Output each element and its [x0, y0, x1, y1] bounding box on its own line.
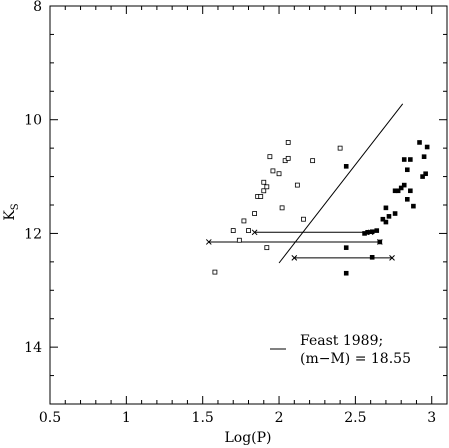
x-tick-label: 2	[275, 410, 284, 426]
filled-square-point	[383, 219, 389, 225]
filled-square-point	[401, 157, 407, 162]
y-axis-label-main: K	[2, 210, 18, 221]
filled-square-point	[386, 214, 392, 219]
filled-square-point	[365, 229, 370, 235]
legend-text-line1: Feast 1989;	[300, 333, 383, 349]
open-square-point	[276, 171, 282, 177]
filled-square-point	[401, 182, 407, 188]
x-tick-label: 2.5	[344, 410, 366, 426]
open-square-point	[294, 182, 300, 188]
filled-square-point	[421, 154, 427, 159]
open-square-point	[279, 205, 285, 211]
open-square-point	[236, 237, 242, 243]
axis-ticks	[49, 5, 448, 405]
open-square-point	[246, 228, 251, 233]
plot-frame	[49, 5, 448, 405]
filled-square-point	[369, 255, 375, 260]
open-square-point	[212, 269, 218, 275]
filled-square-point	[408, 157, 413, 162]
filled-square-point	[343, 245, 349, 250]
filled-square-point	[408, 188, 413, 194]
filled-square-point	[343, 164, 349, 169]
filled-square-point	[392, 211, 398, 216]
y-tick-label: 8	[33, 0, 42, 15]
open-square-point	[285, 155, 291, 161]
filled-square-point	[404, 167, 410, 173]
open-square-point	[264, 184, 270, 190]
data-points	[212, 140, 430, 276]
y-axis-label: KS	[2, 203, 21, 220]
filled-square-point	[398, 185, 404, 191]
x-tick-label: 3	[427, 410, 436, 426]
filled-square-point	[377, 239, 383, 245]
open-square-point	[301, 216, 306, 222]
y-tick-label: 10	[24, 113, 42, 129]
open-square-point	[241, 218, 247, 224]
open-square-point	[230, 228, 236, 233]
filled-square-point	[383, 205, 389, 211]
filled-square-point	[380, 216, 386, 222]
x-tick-label: 1.5	[192, 410, 214, 426]
open-square-point	[252, 211, 258, 216]
filled-square-point	[424, 144, 430, 150]
filled-square-point	[395, 188, 401, 194]
open-square-point	[264, 245, 270, 251]
filled-square-point	[404, 197, 410, 202]
x-tick-label: 0.5	[39, 410, 61, 426]
error-bar-cap	[291, 255, 298, 261]
y-axis-label-subscript: S	[10, 203, 21, 210]
legend-text-line2: (m−M) = 18.55	[300, 351, 411, 367]
error-bar-cap	[251, 229, 258, 236]
x-tick-label: 1	[122, 410, 131, 426]
x-axis-label: Log(P)	[224, 430, 271, 446]
open-square-point	[270, 168, 276, 174]
feast-relation-line	[278, 103, 404, 264]
y-tick-label: 14	[24, 340, 42, 356]
filled-square-point	[374, 228, 380, 233]
relation-line	[278, 103, 404, 264]
filled-square-point	[420, 174, 425, 179]
y-tick-labels: 8 10 12 14	[24, 0, 42, 356]
open-square-point	[310, 158, 316, 164]
filled-square-point	[411, 203, 416, 209]
filled-square-point	[417, 140, 422, 145]
open-square-point	[261, 188, 267, 194]
error-bar-cap	[205, 239, 212, 245]
open-square-point	[267, 154, 273, 160]
filled-square-point	[423, 171, 428, 177]
x-tick-labels: 0.5 1 1.5 2 2.5 3	[39, 410, 436, 426]
open-square-point	[258, 194, 264, 199]
filled-square-point	[369, 229, 375, 235]
y-tick-label: 12	[24, 226, 42, 242]
open-square-point	[337, 145, 343, 151]
open-square-point	[285, 140, 291, 145]
error-bar-cap	[389, 255, 395, 261]
open-square-point	[261, 179, 267, 185]
filled-square-point	[343, 270, 349, 276]
